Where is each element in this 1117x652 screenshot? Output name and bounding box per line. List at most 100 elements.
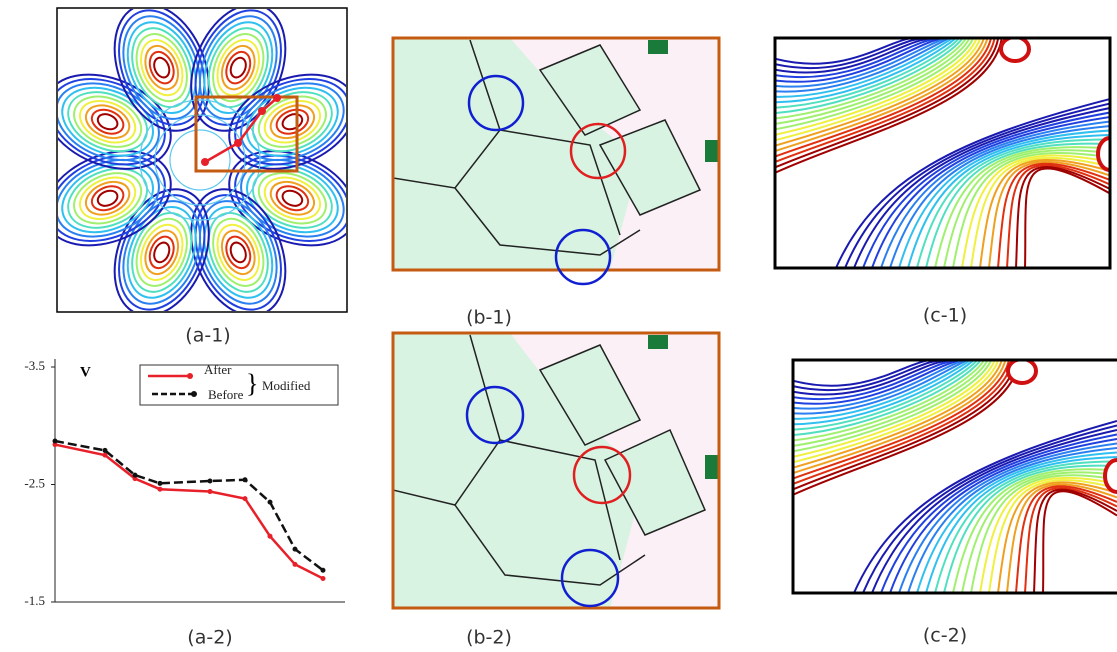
point: [157, 480, 163, 486]
contour: [776, 39, 1109, 267]
contour: [79, 176, 137, 220]
contour: [776, 39, 1109, 267]
contour: [73, 95, 143, 148]
contour: [228, 150, 346, 247]
point: [157, 486, 163, 492]
y-axis-label: V: [80, 364, 91, 380]
contour: [79, 100, 137, 144]
contour: [776, 39, 1109, 267]
contour: [257, 172, 327, 225]
contour: [61, 86, 154, 157]
contour: [96, 113, 119, 131]
contour-panel-a1: [56, 7, 348, 313]
contour: [220, 229, 256, 276]
contour: [198, 200, 278, 305]
contour: [794, 361, 1117, 592]
contour: [794, 361, 1117, 592]
contour: [229, 241, 247, 264]
contour: [776, 39, 1109, 267]
legend-box: [139, 364, 339, 406]
y-tick-label: -1.5: [24, 593, 45, 608]
legend-marker: [191, 391, 197, 397]
contour: [281, 189, 304, 207]
contour: [169, 129, 231, 191]
contour: [190, 9, 287, 132]
point: [102, 452, 108, 458]
highlight-circle: [554, 228, 612, 286]
contour: [794, 361, 1117, 592]
contour: [131, 211, 193, 293]
hotspot: [1103, 458, 1117, 494]
panel-frame: [391, 36, 721, 272]
contour: [203, 21, 274, 114]
contour: [776, 39, 1109, 267]
contour: [212, 33, 265, 103]
contour: [794, 361, 1117, 592]
contour: [240, 82, 345, 162]
caption: (a-1): [185, 325, 230, 347]
contour: [135, 217, 188, 287]
caption: (a-2): [187, 627, 232, 649]
y-tick-label: -2.5: [24, 475, 45, 490]
contour: [229, 56, 247, 79]
point: [242, 477, 248, 483]
contour: [246, 86, 339, 157]
contour: [216, 223, 260, 281]
contour: [154, 114, 246, 206]
contour: [794, 361, 1117, 592]
highlight-circle: [467, 74, 525, 132]
contour: [776, 39, 1109, 267]
contour: [776, 39, 1109, 267]
contour: [135, 33, 188, 103]
contour: [263, 176, 321, 220]
contour: [776, 39, 1109, 267]
contour: [794, 361, 1117, 592]
caption: (c-1): [923, 305, 967, 327]
contour: [776, 39, 1109, 267]
contour: [144, 44, 180, 91]
contour: [126, 21, 197, 114]
point: [242, 496, 248, 502]
contour: [246, 163, 339, 234]
contour: [203, 206, 274, 299]
point: [320, 567, 326, 573]
highlight-circle: [560, 548, 620, 608]
contour: [153, 56, 171, 79]
contour: [73, 172, 143, 225]
contour: [58, 158, 160, 238]
contour: [67, 91, 149, 153]
contour: [90, 108, 125, 135]
contour: [153, 241, 171, 264]
contour: [90, 185, 125, 212]
contour: [212, 217, 265, 287]
contour: [190, 188, 287, 311]
contour: [131, 27, 193, 109]
contour: [794, 361, 1117, 592]
hotspot: [1096, 136, 1109, 172]
contour: [281, 113, 304, 131]
point: [102, 447, 108, 453]
contour: [225, 50, 252, 85]
contour: [776, 39, 1109, 267]
contour: [122, 15, 202, 120]
contour: [263, 100, 321, 144]
contour: [140, 39, 184, 97]
contour: [113, 9, 210, 132]
contour: [58, 82, 160, 162]
contour: [776, 39, 1109, 267]
contour: [776, 39, 1109, 267]
contour: [275, 185, 310, 212]
contour: [794, 361, 1117, 592]
point: [207, 478, 213, 484]
contour: [269, 180, 316, 216]
contour: [144, 229, 180, 276]
point: [267, 533, 273, 539]
point: [320, 576, 326, 581]
point: [52, 442, 58, 448]
caption: (b-2): [466, 627, 512, 649]
contour: [776, 39, 1109, 267]
contour: [216, 39, 260, 97]
contour: [207, 211, 269, 293]
series-line: [54, 443, 324, 580]
contour: [58, 150, 172, 247]
